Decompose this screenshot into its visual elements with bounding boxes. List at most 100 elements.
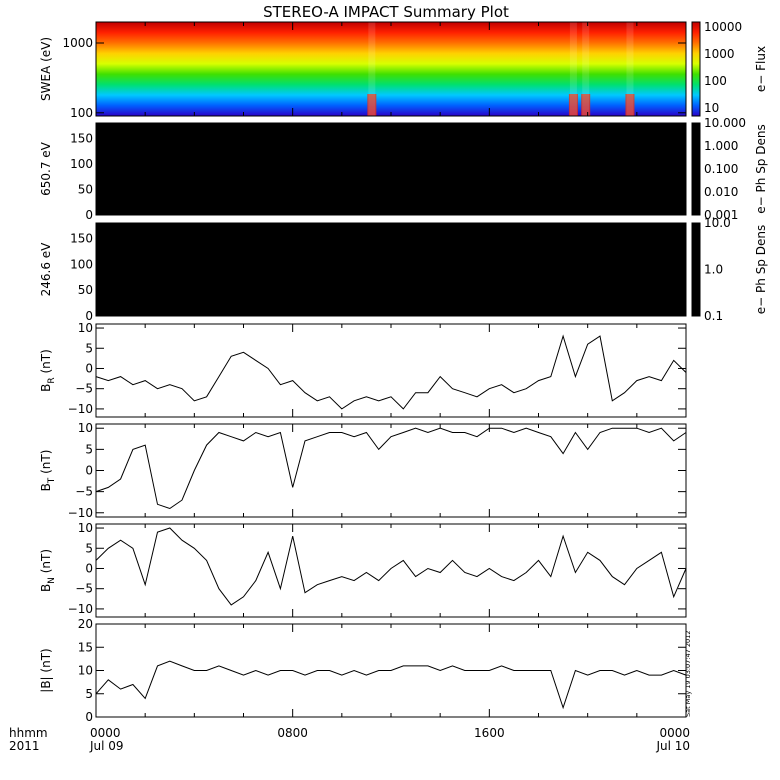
x-tick-label: 1600	[474, 726, 505, 740]
x-row-title: hhmm	[9, 726, 48, 740]
panel-pad247: 0.1 1.0 10.0 e− Ph Sp Dens 0 50 100 150 246.6 eV	[39, 216, 768, 323]
y-tick-label: 5	[85, 541, 93, 555]
colorbar-tick-label: 10	[704, 101, 719, 115]
spectrogram-pad651	[96, 123, 686, 215]
y-tick-label: 5	[85, 687, 93, 701]
y-tick-label: 10	[78, 664, 93, 678]
flux-enhancement-band	[368, 22, 376, 116]
x-tick-date: Jul 09	[89, 739, 124, 753]
flux-enhancement	[568, 94, 578, 116]
y-tick-label: 20	[78, 617, 93, 631]
colorbar-tick-label: 10000	[704, 20, 742, 34]
y-tick-label: 0	[85, 361, 93, 375]
y-axis-label-sub: N	[47, 577, 57, 584]
y-axis-label: BN (nT)	[39, 549, 57, 592]
series-line-bmag	[95, 660, 687, 710]
x-tick-label: 0000	[90, 726, 121, 740]
y-tick-label: 150	[70, 232, 93, 246]
panel-swea: 10 100 1000 10000 e− Flux 100 1000 SWEA (eV)	[39, 20, 768, 120]
y-tick-label: 100	[70, 157, 93, 171]
y-tick-label: −5	[75, 382, 93, 396]
timestamp-stamp: Sat May 19 03:07:47 2012	[684, 631, 692, 717]
y-tick-label: 15	[78, 640, 93, 654]
y-axis-label-main: 650.7 eV	[39, 141, 53, 196]
colorbar-tick-label: 10.000	[704, 116, 746, 130]
y-axis-label: BT (nT)	[39, 450, 57, 492]
y-axis-label: SWEA (eV)	[39, 37, 53, 101]
y-axis-label-main: B	[39, 584, 53, 592]
y-tick-label: −5	[75, 582, 93, 596]
y-tick-label: 0	[85, 208, 93, 222]
y-tick-label: −10	[68, 506, 93, 520]
y-tick-label: 100	[70, 257, 93, 271]
flux-enhancement	[581, 94, 591, 116]
y-tick-label: −10	[68, 602, 93, 616]
colorbar-tick-label: 0.010	[704, 185, 738, 199]
y-axis-label: |B| (nT)	[39, 648, 53, 692]
y-tick-label: 0	[85, 309, 93, 323]
colorbar-tick-label: 1.000	[704, 139, 738, 153]
y-tick-label: 5	[85, 341, 93, 355]
colorbar-frame	[691, 21, 701, 117]
y-axis-label-sub: R	[47, 377, 57, 383]
y-axis-label: 650.7 eV	[39, 141, 53, 196]
x-tick-label: 0000	[659, 726, 690, 740]
y-tick-label: 50	[78, 182, 93, 196]
y-axis-label-main: B	[39, 384, 53, 392]
series-line-bn	[95, 527, 687, 606]
colorbar-pad651	[692, 123, 700, 215]
colorbar-tick-label: 0.100	[704, 162, 738, 176]
y-axis-label-main: 246.6 eV	[39, 242, 53, 297]
flux-enhancement	[625, 94, 635, 116]
spectrogram-swea	[96, 22, 686, 116]
colorbar-label: e− Ph Sp Dens	[754, 225, 768, 314]
y-tick-label: 0	[85, 464, 93, 478]
y-axis-label-unit: (nT)	[39, 349, 53, 377]
colorbar-swea	[692, 22, 700, 116]
colorbar-tick-label: 1000	[704, 47, 735, 61]
panel-br: −10 −5 0 5 10 BR (nT)	[39, 321, 687, 418]
colorbar-tick-label: 1.0	[704, 263, 723, 277]
y-tick-label: 50	[78, 283, 93, 297]
colorbar-tick-label: 0.1	[704, 309, 723, 323]
y-axis-label-unit: (nT)	[39, 450, 53, 478]
y-tick-label: −5	[75, 485, 93, 499]
panel-bmag: 0 5 10 15 20 |B| (nT)	[39, 617, 687, 724]
flux-enhancement-band	[569, 22, 577, 116]
y-tick-label: 1000	[62, 36, 93, 50]
y-axis-label-main: |B| (nT)	[39, 648, 53, 692]
panel-bn: −10 −5 0 5 10 BN (nT)	[39, 521, 687, 618]
y-tick-label: 10	[78, 321, 93, 335]
panel-pad651: 0.001 0.010 0.100 1.000 10.000 e− Ph Sp Dens 0…	[39, 116, 768, 222]
colorbar-tick-label: 100	[704, 74, 727, 88]
y-tick-label: −10	[68, 402, 93, 416]
y-axis-label-sub: T	[47, 477, 57, 484]
y-tick-label: 0	[85, 561, 93, 575]
flux-enhancement-band	[626, 22, 634, 116]
colorbar-label: e− Flux	[754, 46, 768, 92]
panel-bt: −10 −5 0 5 10 BT (nT)	[39, 421, 687, 520]
y-axis-label-main: B	[39, 483, 53, 491]
y-tick-label: 100	[70, 106, 93, 120]
colorbar-tick-label: 0.001	[704, 208, 738, 222]
colorbar-label: e− Ph Sp Dens	[754, 124, 768, 213]
colorbar-pad247	[692, 223, 700, 316]
panel-frame	[95, 523, 687, 618]
y-tick-label: 10	[78, 521, 93, 535]
y-tick-label: 0	[85, 710, 93, 724]
y-axis-label: 246.6 eV	[39, 242, 53, 297]
y-tick-label: 10	[78, 421, 93, 435]
y-axis-label-main: SWEA (eV)	[39, 37, 53, 101]
y-tick-label: 150	[70, 131, 93, 145]
series-line-br	[95, 334, 687, 410]
plot-title: STEREO-A IMPACT Summary Plot	[263, 3, 509, 21]
y-tick-label: 5	[85, 442, 93, 456]
colorbar-tick-label: 10.0	[704, 216, 731, 230]
x-tick-date: Jul 10	[655, 739, 690, 753]
y-axis-label-unit: (nT)	[39, 549, 53, 577]
colorbar-frame	[691, 122, 701, 216]
